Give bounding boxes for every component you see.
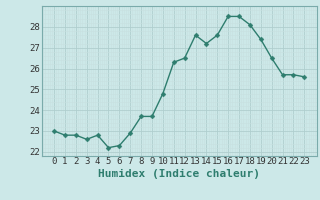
X-axis label: Humidex (Indice chaleur): Humidex (Indice chaleur)	[98, 169, 260, 179]
